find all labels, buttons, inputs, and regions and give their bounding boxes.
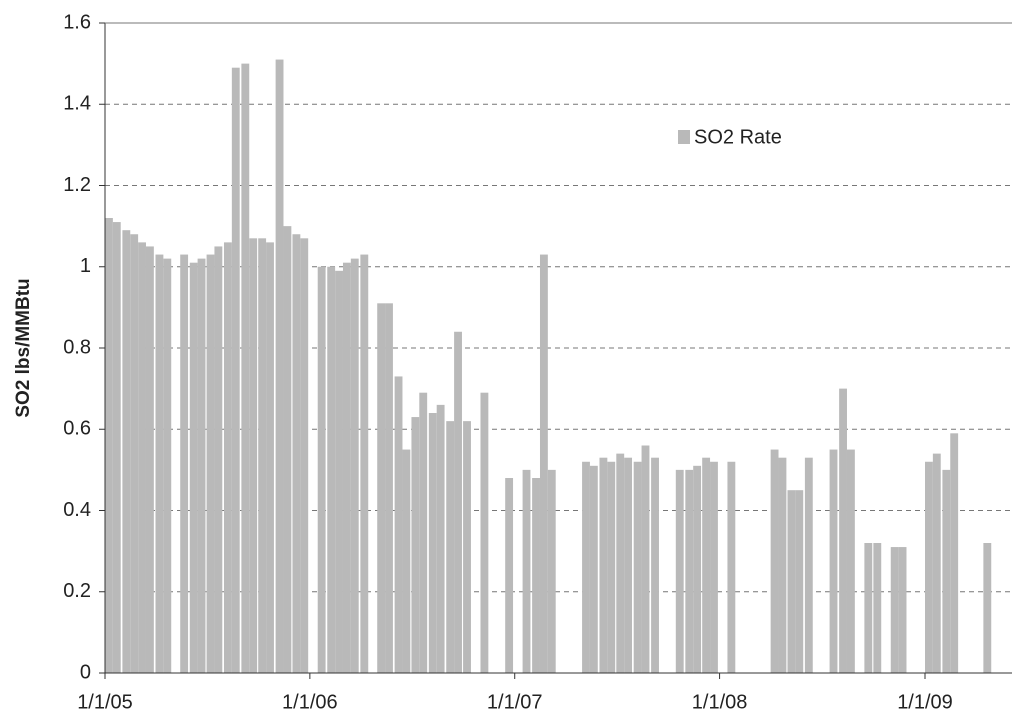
bar: [599, 457, 608, 673]
bar: [898, 547, 907, 673]
bar: [616, 453, 625, 673]
bar: [249, 238, 258, 673]
bar: [402, 449, 411, 673]
bar: [258, 238, 267, 673]
bar: [589, 465, 598, 673]
bar: [138, 242, 146, 673]
bar: [829, 449, 838, 673]
bar: [795, 490, 804, 673]
bar: [641, 445, 650, 673]
bar: [105, 218, 113, 673]
bar: [214, 246, 223, 673]
bar: [335, 270, 343, 673]
bar: [300, 238, 309, 673]
bar: [685, 469, 694, 673]
bar: [693, 465, 702, 673]
bar: [633, 461, 642, 673]
bar: [350, 258, 359, 673]
bar: [547, 469, 556, 673]
bar: [925, 461, 933, 673]
y-tick-label: 0.4: [63, 499, 91, 521]
bar: [890, 547, 899, 673]
bar: [130, 234, 139, 673]
bar: [864, 543, 873, 673]
bar: [112, 222, 121, 673]
bar: [582, 461, 590, 673]
bar: [360, 254, 369, 673]
bar: [385, 303, 393, 673]
bar: [950, 433, 959, 673]
bar: [411, 417, 420, 673]
bar: [241, 63, 250, 673]
legend-label: SO2 Rate: [694, 126, 782, 148]
bar: [983, 543, 992, 673]
bar: [505, 478, 514, 673]
bar: [942, 469, 951, 673]
bar: [231, 67, 240, 673]
x-tick-label: 1/1/08: [692, 691, 748, 713]
bar: [436, 404, 445, 673]
bar: [787, 490, 796, 673]
bar: [206, 254, 215, 673]
y-tick-label: 0.6: [63, 418, 91, 440]
y-tick-label: 1.6: [63, 11, 91, 33]
bar: [197, 258, 206, 673]
bar: [454, 331, 462, 673]
bar: [651, 457, 659, 673]
legend-swatch: [678, 130, 690, 144]
bar: [180, 254, 189, 673]
bar: [804, 457, 813, 673]
bar: [710, 461, 718, 673]
bar: [317, 266, 326, 673]
bar: [873, 543, 882, 673]
bar: [932, 453, 941, 673]
bar: [463, 421, 471, 673]
bar: [122, 230, 131, 673]
bar: [292, 234, 301, 673]
bar: [223, 242, 232, 673]
y-tick-label: 1.2: [63, 174, 91, 196]
x-tick-label: 1/1/09: [897, 691, 953, 713]
bar: [275, 59, 284, 673]
x-tick-label: 1/1/06: [282, 691, 338, 713]
y-tick-label: 0.8: [63, 336, 91, 358]
bar: [539, 254, 548, 673]
bar: [283, 226, 292, 673]
bar: [839, 388, 847, 673]
bar: [675, 469, 684, 673]
y-tick-label: 0: [80, 661, 91, 683]
bar: [607, 461, 616, 673]
bar: [624, 457, 633, 673]
bar: [327, 266, 336, 673]
bar: [532, 478, 540, 673]
bar: [342, 262, 351, 673]
bar: [770, 449, 779, 673]
bar: [394, 376, 403, 673]
bar: [377, 303, 386, 673]
y-tick-label: 0.2: [63, 580, 91, 602]
bar: [189, 262, 198, 673]
bar: [702, 457, 711, 673]
bar: [480, 392, 489, 673]
bar: [266, 242, 274, 673]
bar: [428, 413, 437, 673]
y-tick-label: 1.4: [63, 93, 91, 115]
bar: [155, 254, 164, 673]
bar: [846, 449, 855, 673]
y-tick-label: 1: [80, 255, 91, 277]
bar: [446, 421, 455, 673]
x-tick-label: 1/1/07: [487, 691, 543, 713]
bar: [727, 461, 736, 673]
x-tick-label: 1/1/05: [77, 691, 133, 713]
bar: [163, 258, 172, 673]
bar: [522, 469, 531, 673]
bar: [778, 457, 787, 673]
bar: [419, 392, 428, 673]
y-axis-title: SO2 lbs/MMBtu: [13, 278, 34, 417]
bar: [145, 246, 154, 673]
